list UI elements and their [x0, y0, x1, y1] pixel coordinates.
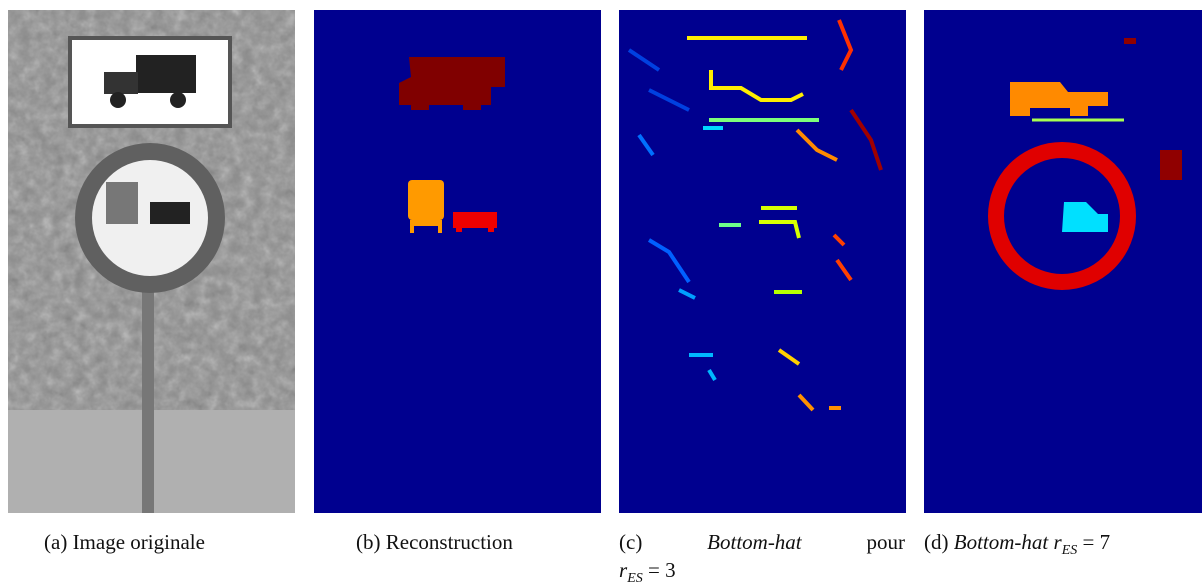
- label-map: [924, 10, 1202, 513]
- caption: (a) Image originale: [44, 528, 205, 556]
- reconstruction-image: [314, 10, 601, 513]
- math-variable: r: [1054, 530, 1062, 554]
- caption-label: (b): [356, 530, 381, 554]
- caption-text: Image originale: [73, 530, 205, 554]
- grayscale-photo: [8, 10, 295, 513]
- caption-text: Reconstruction: [386, 530, 513, 554]
- original-image: [8, 10, 295, 513]
- math-rest: = 3: [648, 558, 676, 582]
- caption-label: (d): [924, 530, 949, 554]
- math-rest: = 7: [1083, 530, 1111, 554]
- caption-italic: Bottom-hat: [954, 530, 1049, 554]
- caption: (d) Bottom-hat rES = 7: [924, 528, 1110, 556]
- caption-italic: Bottom-hat: [707, 530, 802, 554]
- bottom-hat-7-image: [924, 10, 1202, 513]
- bottom-hat-3-image: [619, 10, 906, 513]
- label-map: [314, 10, 601, 513]
- caption-label: (c): [619, 530, 642, 554]
- caption: (b) Reconstruction: [356, 528, 513, 556]
- caption: (c) Bottom-hat pour rES = 3: [619, 528, 905, 584]
- caption-label: (a): [44, 530, 67, 554]
- math-subscript: ES: [1062, 543, 1078, 558]
- math-variable: r: [619, 558, 627, 582]
- label-map: [619, 10, 906, 513]
- caption-text: pour: [867, 530, 906, 554]
- page: (a) Image originale (b) Reconstruction (…: [0, 0, 1202, 582]
- math-subscript: ES: [627, 571, 643, 586]
